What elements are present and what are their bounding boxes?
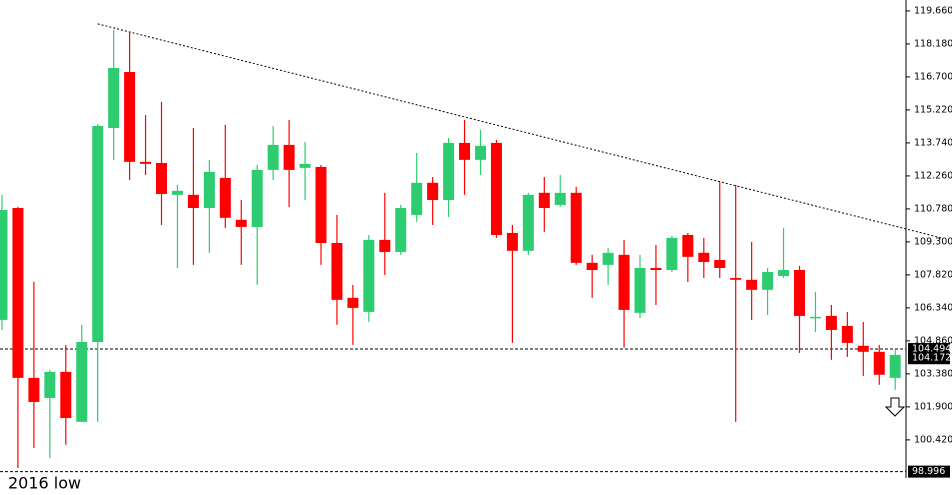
candle-body [506,232,518,251]
candle-body [586,262,598,270]
candle-body [235,219,247,227]
candle-body [730,278,742,280]
candle-body [794,269,805,316]
candle-body [12,208,24,378]
candle-body [267,144,279,170]
candle-body [570,192,582,263]
y-tick-label: 109.300 [914,236,952,247]
candle-body [108,67,120,128]
y-tick-label: 119.660 [914,5,952,16]
candle-body [634,267,646,313]
candle-body [251,169,263,227]
candle-body [522,194,534,251]
current-price-label: 104.172 [912,353,951,364]
level-label-box [908,465,950,478]
y-tick-label: 101.900 [914,401,952,412]
candle-body [219,177,231,218]
current-price-box [908,352,950,365]
candle-body [299,163,311,168]
candle-body [156,162,167,194]
level-label-box [908,343,950,356]
y-tick-label: 106.340 [914,302,952,313]
level-label: 98.996 [912,466,945,477]
candle-body [873,351,885,375]
y-tick-label: 110.780 [914,203,952,214]
candle-body [203,171,215,209]
candle-body [538,192,550,209]
candle-body [554,192,566,205]
candle-body [76,342,88,422]
candle-body [315,166,327,244]
y-tick-label: 116.700 [914,71,952,82]
annotation: 2016 low [8,474,81,493]
candle-body [283,144,295,170]
candle-body [60,371,72,419]
candle-body [666,237,678,270]
candle-body [443,142,455,200]
candle-body [746,279,758,290]
candle-body [714,259,726,268]
candle-body [889,354,901,378]
candle-body [331,243,343,300]
candle-body [809,316,821,319]
y-tick-label: 104.860 [914,335,952,346]
candle-body [459,142,471,160]
y-tick-label: 115.220 [914,104,952,115]
candle-body [490,142,502,235]
candle-body [171,190,183,195]
candle-body [825,315,837,330]
trendline [97,23,944,239]
y-tick-label: 107.820 [914,269,952,280]
candle-body [140,161,152,164]
candle-body [857,345,869,352]
candle-body [92,125,104,343]
candle-body [124,72,136,162]
candle-body [427,182,439,200]
candle-body [618,254,630,310]
down-arrow [884,397,906,417]
candle-body [698,252,710,262]
candle-body [347,297,359,308]
candle-body [650,267,662,270]
candle-body [395,208,407,252]
y-tick-label: 112.260 [914,170,952,181]
candle-body [602,252,614,265]
candle-body [0,210,8,320]
level-label: 104.494 [912,344,951,355]
candle-body [475,145,486,160]
candle-body [187,194,199,209]
y-tick-label: 103.380 [914,368,952,379]
candle-body [841,325,853,343]
candle-body [379,239,391,252]
y-tick-label: 113.740 [914,137,952,148]
candle-body [363,239,375,312]
candle-body [778,269,790,277]
y-tick-label: 100.420 [914,434,952,445]
candle-body [28,377,40,402]
candle-body [411,182,423,215]
candle-body [762,271,774,290]
candle-body [682,234,694,257]
candle-body [44,371,56,398]
y-tick-label: 118.180 [914,38,952,49]
